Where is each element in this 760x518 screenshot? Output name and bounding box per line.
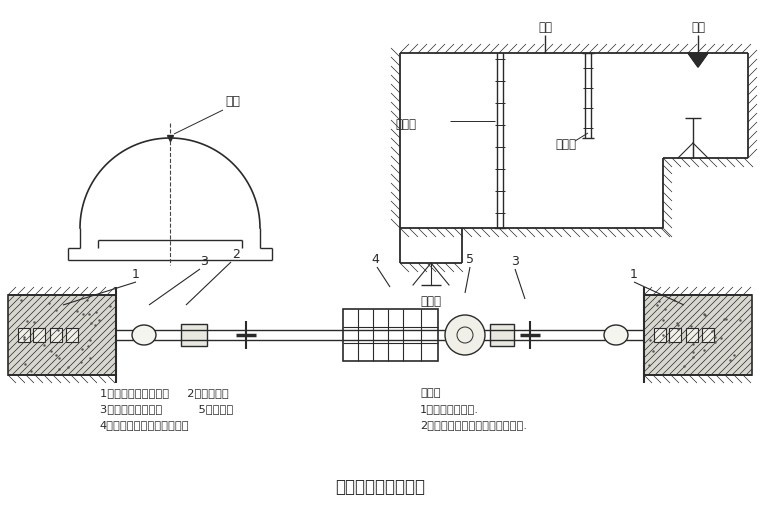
Text: 水平仪: 水平仪 (420, 295, 442, 308)
Text: 1、洞内观察未述.: 1、洞内观察未述. (420, 404, 479, 414)
Text: 主要量测方法示意图: 主要量测方法示意图 (335, 478, 425, 496)
Polygon shape (688, 53, 708, 67)
Text: 说明：: 说明： (420, 388, 441, 398)
Text: 转点: 转点 (538, 21, 552, 34)
Ellipse shape (132, 325, 156, 345)
Text: 5: 5 (466, 253, 474, 266)
Bar (644, 295, 752, 375)
Bar (8, 295, 116, 375)
Text: 1: 1 (132, 268, 140, 281)
Ellipse shape (604, 325, 628, 345)
Text: 2: 2 (232, 248, 240, 261)
Bar (18, 328, 30, 342)
Text: 3: 3 (200, 255, 208, 268)
Bar (8, 295, 116, 375)
Bar (66, 328, 78, 342)
Bar (686, 328, 698, 342)
Bar (33, 328, 45, 342)
Circle shape (445, 315, 485, 355)
Bar (50, 328, 62, 342)
Text: 3、有球铰的连接杆          5、百分表: 3、有球铰的连接杆 5、百分表 (100, 404, 233, 414)
Text: 测点: 测点 (225, 95, 240, 108)
Bar (654, 328, 666, 342)
Bar (490, 324, 514, 346)
Bar (343, 309, 438, 361)
Text: 测点: 测点 (691, 21, 705, 34)
Text: 水准尺: 水准尺 (395, 118, 416, 131)
Text: 1: 1 (630, 268, 638, 281)
Text: 4: 4 (371, 253, 379, 266)
Bar (644, 295, 752, 375)
Text: 4、维持张拉钢尺拉力的装置: 4、维持张拉钢尺拉力的装置 (100, 420, 190, 430)
Bar (181, 324, 207, 346)
Bar (669, 328, 681, 342)
Text: 3: 3 (511, 255, 519, 268)
Bar (702, 328, 714, 342)
Text: 1、净空变位仪矩锚杆     2、带孔钢尺: 1、净空变位仪矩锚杆 2、带孔钢尺 (100, 388, 229, 398)
Text: 倒卷尺: 倒卷尺 (555, 138, 576, 151)
Text: 2、其它量测项目按有关说明实施.: 2、其它量测项目按有关说明实施. (420, 420, 527, 430)
